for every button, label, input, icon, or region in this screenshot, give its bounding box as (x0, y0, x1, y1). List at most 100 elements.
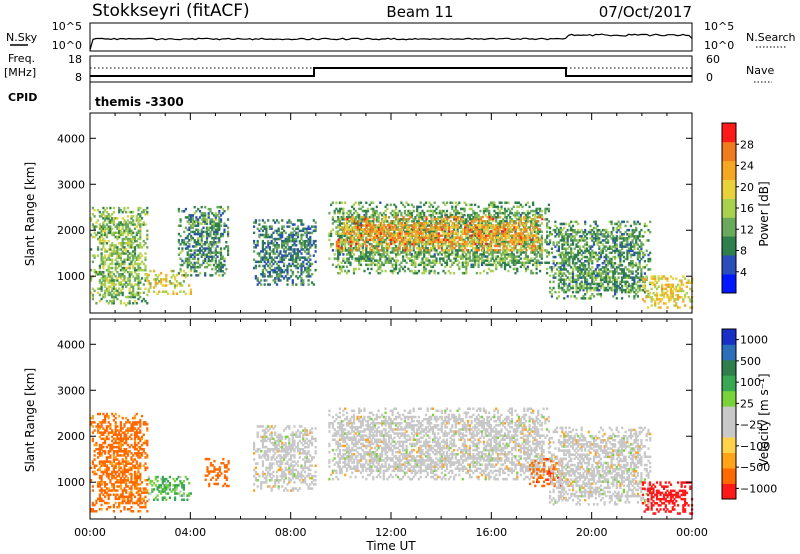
heatmap-cell (477, 263, 480, 267)
heatmap-cell (207, 263, 210, 267)
heatmap-cell (416, 224, 419, 227)
heatmap-cell (410, 228, 413, 231)
heatmap-cell (471, 226, 474, 229)
heatmap-cell (111, 277, 114, 280)
heatmap-cell (189, 288, 192, 291)
heatmap-cell (214, 216, 217, 219)
heatmap-cell (379, 222, 382, 225)
heatmap-cell (139, 295, 142, 299)
heatmap-cell (368, 257, 371, 260)
heatmap-cell (557, 274, 560, 277)
heatmap-cell (388, 246, 391, 250)
heatmap-cell (132, 219, 135, 222)
heatmap-cell (352, 218, 356, 221)
heatmap-cell (570, 228, 573, 232)
heatmap-cell (281, 231, 284, 235)
heatmap-cell (302, 233, 305, 237)
heatmap-cell (559, 268, 562, 271)
heatmap-cell (274, 246, 277, 249)
heatmap-cell (207, 249, 210, 252)
heatmap-cell (111, 221, 114, 224)
heatmap-cell (512, 255, 515, 258)
heatmap-cell (211, 259, 214, 263)
heatmap-cell (274, 277, 277, 280)
heatmap-cell (277, 264, 280, 268)
heatmap-cell (490, 232, 493, 235)
heatmap-cell (216, 236, 219, 240)
heatmap-cell (400, 242, 403, 246)
heatmap-cell (462, 242, 465, 246)
heatmap-cell (416, 271, 419, 275)
heatmap-cell (467, 224, 470, 227)
heatmap-cell (379, 248, 382, 252)
heatmap-cell (488, 211, 491, 215)
heatmap-cell (175, 280, 178, 283)
heatmap-cell (474, 247, 477, 250)
heatmap-cell (261, 242, 264, 245)
heatmap-cell (100, 281, 103, 284)
heatmap-cell (116, 254, 119, 257)
heatmap-cell (386, 224, 389, 227)
heatmap-cell (328, 232, 331, 235)
heatmap-cell (544, 218, 547, 221)
heatmap-cell (193, 232, 196, 236)
heatmap-cell (453, 261, 456, 264)
heatmap-cell (442, 269, 445, 273)
heatmap-cell (209, 207, 212, 211)
heatmap-cell (449, 238, 453, 241)
heatmap-cell (493, 234, 496, 237)
heatmap-cell (406, 240, 409, 244)
heatmap-cell (573, 235, 576, 238)
heatmap-cell (486, 247, 489, 250)
heatmap-cell (296, 225, 300, 228)
heatmap-cell (381, 242, 384, 246)
heatmap-cell (469, 228, 472, 231)
heatmap-cell (577, 249, 580, 253)
heatmap-cell (465, 224, 468, 227)
heatmap-cell (532, 209, 535, 213)
heatmap-cell (340, 207, 343, 211)
heatmap-cell (532, 218, 535, 221)
heatmap-cell (437, 228, 440, 231)
heatmap-cell (533, 218, 536, 221)
heatmap-cell (383, 226, 386, 229)
heatmap-cell (118, 231, 121, 235)
heatmap-cell (90, 291, 93, 295)
heatmap-cell (546, 230, 549, 233)
heatmap-cell (421, 246, 425, 250)
heatmap-cell (402, 236, 405, 240)
heatmap-cell (409, 238, 412, 242)
heatmap-cell (214, 214, 217, 217)
heatmap-cell (102, 256, 105, 259)
heatmap-cell (209, 259, 212, 263)
heatmap-cell (474, 213, 477, 217)
heatmap-cell (533, 222, 536, 225)
heatmap-cell (409, 257, 412, 260)
heatmap-cell (144, 256, 147, 259)
heatmap-cell (309, 244, 312, 247)
heatmap-cell (204, 241, 207, 244)
heatmap-cell (168, 280, 171, 283)
heatmap-cell (372, 230, 375, 233)
heatmap-cell (392, 228, 395, 231)
heatmap-cell (219, 249, 223, 252)
heatmap-cell (144, 287, 147, 290)
heatmap-cell (563, 222, 566, 226)
heatmap-cell (374, 236, 377, 239)
heatmap-cell (154, 278, 157, 281)
heatmap-cell (211, 228, 214, 232)
heatmap-cell (491, 257, 494, 260)
heatmap-cell (146, 277, 149, 280)
heatmap-cell (570, 243, 573, 246)
heatmap-cell (111, 219, 114, 222)
heatmap-cell (537, 228, 540, 231)
heatmap-cell (291, 244, 294, 247)
heatmap-cell (147, 288, 150, 291)
heatmap-cell (591, 276, 594, 279)
heatmap-cell (546, 226, 549, 229)
heatmap-cell (395, 238, 398, 241)
heatmap-cell (570, 247, 573, 250)
heatmap-cell (296, 270, 300, 274)
heatmap-cell (431, 245, 435, 248)
heatmap-cell (147, 290, 150, 293)
